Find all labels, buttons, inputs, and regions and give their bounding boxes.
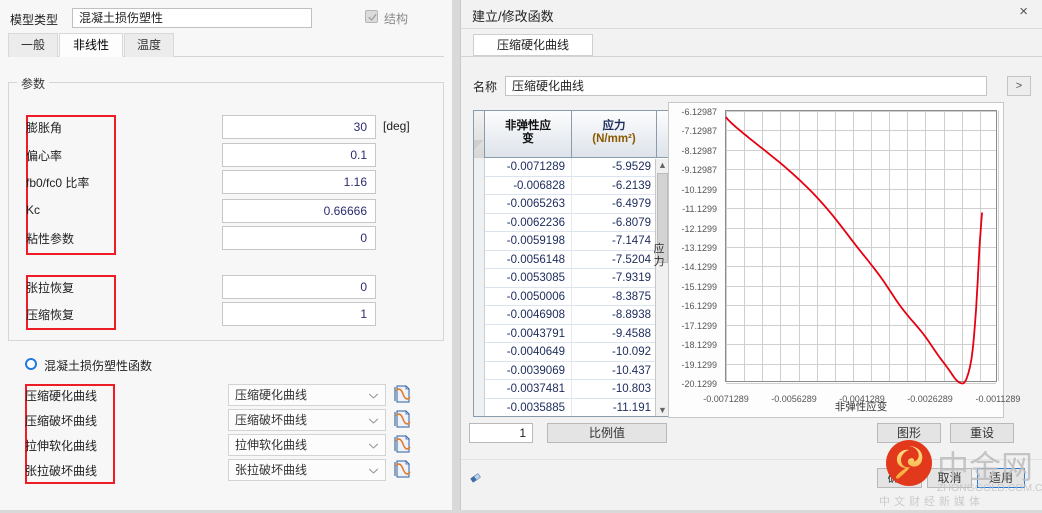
svg-text:中文财经新媒体: 中文财经新媒体	[879, 494, 984, 508]
